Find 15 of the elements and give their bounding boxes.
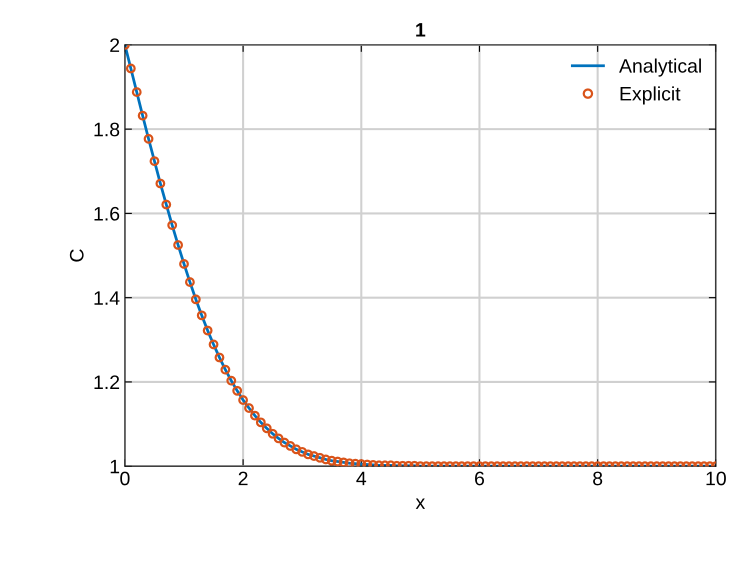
chart-title: 1 bbox=[416, 23, 426, 37]
x-tick-label: 0 bbox=[120, 472, 130, 486]
x-axis-title: x bbox=[416, 498, 426, 509]
y-tick-label: 2 bbox=[110, 38, 120, 52]
x-tick-label: 2 bbox=[238, 472, 248, 486]
x-tick-label: 8 bbox=[593, 472, 602, 486]
y-tick-label: 1.8 bbox=[94, 122, 120, 136]
y-axis-title: C bbox=[70, 249, 84, 262]
x-tick-label: 4 bbox=[356, 472, 366, 486]
y-tick-label: 1.6 bbox=[94, 206, 120, 221]
y-tick-label: 1 bbox=[110, 460, 120, 474]
x-tick-label: 6 bbox=[475, 472, 484, 486]
x-tick-label: 10 bbox=[706, 472, 726, 486]
y-tick-label: 1.2 bbox=[94, 375, 120, 389]
y-tick-label: 1.4 bbox=[94, 291, 120, 305]
